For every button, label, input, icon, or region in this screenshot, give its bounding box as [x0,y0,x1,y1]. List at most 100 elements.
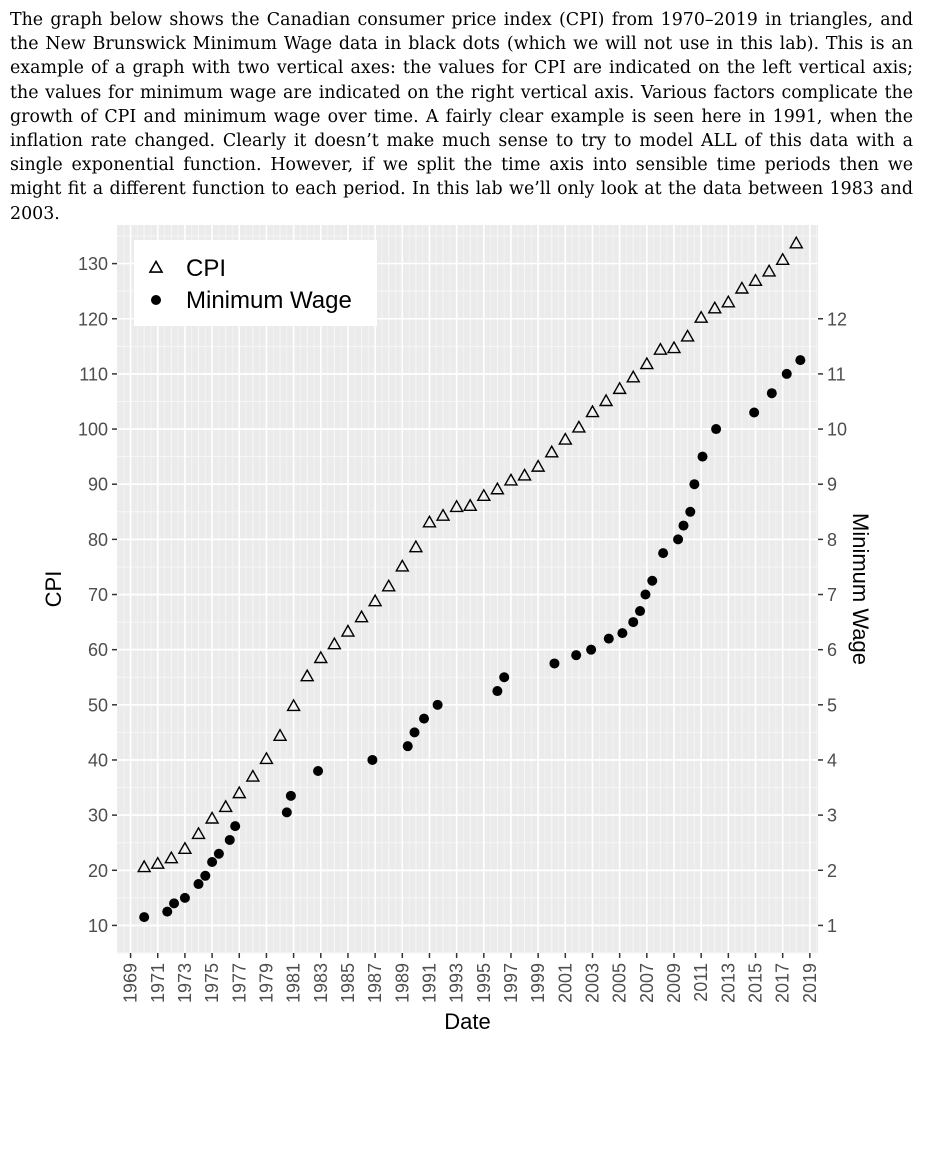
cpi-point [503,472,519,486]
y-tick-label: 110 [79,364,108,384]
cpi-point [734,281,750,294]
cpi-point [449,499,464,513]
y-tick-label: 100 [78,420,108,440]
cpi-point [354,609,369,623]
cpi-point [490,481,505,495]
y-tick-label: 10 [88,916,108,936]
major-gridlines [117,225,818,953]
minimum-wage-point [697,451,708,462]
cpi-point [272,728,288,741]
minimum-wage-point [766,388,777,399]
y-tick-label: 50 [88,695,108,715]
minimum-wage-point [419,713,430,724]
minimum-wage-point [499,672,510,683]
minimum-wage-point [549,658,560,669]
cpi-point [164,850,179,864]
minimum-wage-point [409,727,420,738]
cpi-point [395,558,410,572]
cpi-point [517,467,532,481]
minimum-wage-point [617,628,628,639]
legend: CPI Minimum Wage [134,240,377,326]
y2-tick-label: 8 [827,530,837,550]
minimum-wage-point [711,424,722,435]
y2-tick-label: 7 [827,585,837,605]
cpi-point [585,404,600,418]
minimum-wage-point [678,520,689,531]
x-tick-label: 2009 [664,963,684,1003]
minimum-wage-point [492,686,503,697]
y2-tick-label: 4 [827,750,837,770]
x-tick-label: 1975 [202,963,222,1003]
minimum-wage-point [571,650,582,661]
y2-tick-label: 9 [827,475,837,495]
cpi-point [639,356,655,370]
cpi-point [463,498,478,511]
minimum-wage-point [647,575,658,586]
minimum-wage-point [193,879,204,890]
x-tick-label: 2005 [610,963,630,1003]
minimum-wage-point [200,870,211,881]
y-tick-label: 60 [88,640,108,660]
plot-panel [117,225,818,953]
y2-tick-label: 5 [827,695,837,715]
x-tick-label: 1999 [528,963,548,1003]
cpi-point [789,235,804,249]
minimum-wage-point [586,644,597,655]
cpi-point [177,841,193,855]
y2-tick-label: 2 [827,861,837,881]
minimum-wage-point [658,548,669,559]
minimum-wage-point [162,906,173,917]
cpi-point [286,698,301,712]
minimum-wage-point [640,589,651,600]
cpi-point [313,650,328,664]
cpi-point [435,508,451,521]
minimum-wage-point [685,506,696,517]
x-tick-label: 2011 [691,963,711,1002]
y-tick-label: 30 [88,806,108,826]
y2-tick-label: 11 [827,364,846,384]
cpi-point [476,488,492,502]
x-tick-label: 1981 [284,963,304,1003]
y-axis-left-title: CPI [41,571,66,608]
x-tick-label: 2013 [718,963,738,1003]
minimum-wage-point [628,617,639,628]
cpi-series [136,235,804,873]
x-tick-label: 1971 [148,963,168,1003]
x-tick-label: 2001 [555,963,575,1003]
y-tick-label: 40 [88,750,108,770]
cpi-point [680,328,695,342]
cpi-point [707,300,722,314]
x-tick-label: 1995 [474,963,494,1003]
cpi-point [150,856,165,869]
y-tick-label: 130 [78,254,108,274]
x-tick-label: 1989 [392,963,412,1003]
cpi-point [204,811,220,824]
minimum-wage-point [603,633,614,644]
x-tick-label: 1993 [447,963,467,1003]
minimum-wage-point [139,912,150,923]
cpi-point [530,459,546,472]
cpi-point [408,539,424,553]
minimum-wage-series [139,355,806,923]
cpi-point [653,342,668,355]
cpi-point [693,310,709,323]
intro-paragraph: The graph below shows the Canadian consu… [10,10,913,224]
cpi-point [422,514,437,528]
cpi-point [544,444,559,458]
y-tick-label: 90 [88,475,108,495]
cpi-point [245,769,261,782]
x-tick-label: 1985 [338,963,358,1003]
minimum-wage-point [313,766,324,776]
minimum-wage-point [179,892,190,903]
minimum-wage-point [781,368,792,379]
cpi-point [381,578,396,592]
y-tick-label: 80 [88,530,108,550]
cpi-point [612,381,627,395]
x-tick-label: 1979 [256,963,276,1003]
minimum-wage-point [432,699,443,710]
x-tick-label: 2003 [582,963,602,1003]
legend-wage-dot-icon [151,295,161,305]
cpi-point [598,393,614,407]
